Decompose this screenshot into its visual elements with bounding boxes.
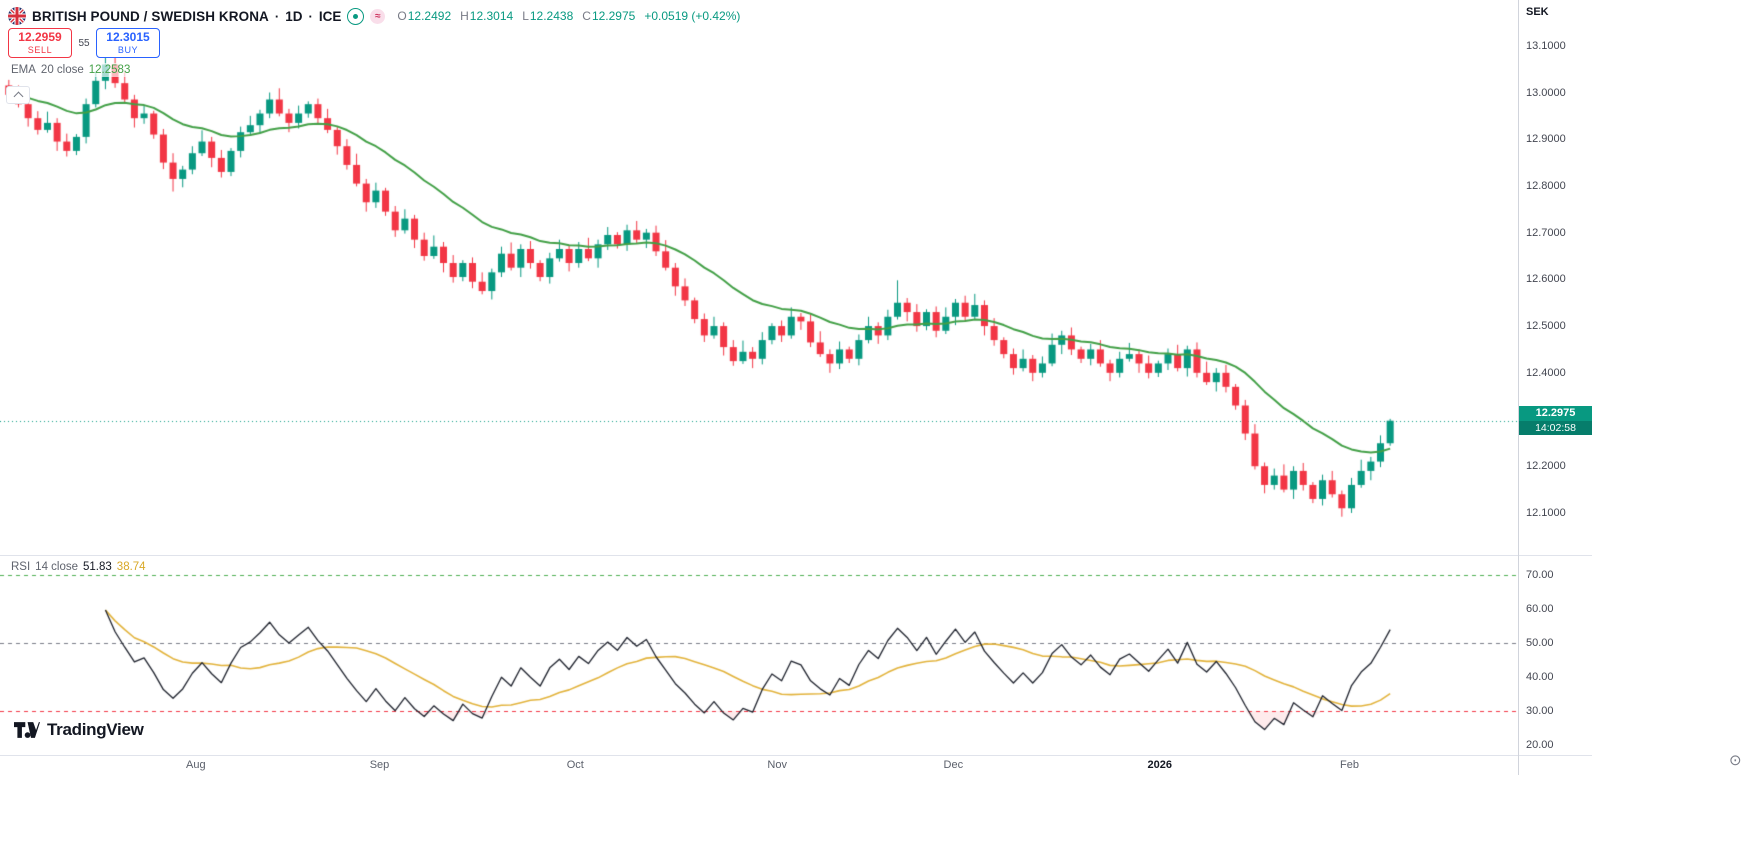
ema-name: EMA: [11, 64, 36, 76]
bar-countdown: 14:02:58: [1519, 420, 1592, 435]
time-axis[interactable]: Aug Sep Oct Nov Dec 2026 Feb: [0, 756, 1518, 776]
time-axis-label: Nov: [767, 759, 787, 771]
current-price-value: 12.2975: [1519, 405, 1592, 421]
price-tick-label: 12.2000: [1526, 460, 1566, 473]
tradingview-mark-icon: [14, 722, 40, 738]
title-separator: ·: [308, 8, 313, 24]
chevron-up-icon: [13, 91, 23, 102]
ohlc-values: O 12.2492 H 12.3014 L 12.2438 C 12.2975 +0.0…: [397, 9, 740, 23]
buy-button[interactable]: 12.3015 BUY: [96, 28, 160, 58]
interval-label[interactable]: 1D: [285, 8, 303, 24]
time-axis-settings-icon[interactable]: ⊙: [1729, 752, 1742, 769]
current-price-badge: 12.2975 14:02:58: [1519, 405, 1592, 435]
spread-value: 55: [78, 37, 90, 49]
title-separator: ·: [274, 8, 280, 24]
price-tick-label: 12.8000: [1526, 179, 1566, 192]
price-tick-label: 12.1000: [1526, 506, 1566, 519]
trade-buttons: 12.2959 SELL 55 12.3015 BUY: [8, 28, 160, 58]
open-label: O: [397, 9, 407, 23]
rsi-tick-label: 70.00: [1526, 569, 1554, 582]
tradingview-logo[interactable]: TradingView: [14, 720, 144, 740]
close-label: C: [582, 9, 591, 23]
price-tick-label: 12.5000: [1526, 320, 1566, 333]
time-axis-label: Oct: [566, 759, 584, 771]
sell-price: 12.2959: [18, 29, 62, 44]
price-tick-label: 12.6000: [1526, 273, 1566, 286]
quote-currency-label: SEK: [1526, 6, 1549, 18]
ema-indicator-label[interactable]: EMA 20 close 12.2583: [8, 63, 134, 77]
time-axis-label: Sep: [369, 759, 390, 771]
price-axis[interactable]: SEK 13.1000 13.0000 12.9000 12.8000 12.7000 1…: [1519, 0, 1592, 775]
open-value: 12.2492: [407, 9, 452, 23]
high-value: 12.3014: [469, 9, 514, 23]
ema-params: 20 close: [40, 64, 84, 76]
pane-separator[interactable]: [0, 555, 1592, 556]
pane-collapse-button[interactable]: [6, 86, 30, 104]
rsi-name: RSI: [11, 561, 31, 573]
rsi-ma-value: 38.74: [116, 561, 146, 573]
sell-label: SELL: [27, 44, 53, 55]
close-value: 12.2975: [591, 9, 636, 23]
price-tick-label: 13.1000: [1526, 39, 1566, 52]
exchange-label: ICE: [318, 8, 342, 24]
buy-price: 12.3015: [106, 29, 150, 44]
ema-value: 12.2583: [88, 64, 131, 76]
price-tick-label: 12.4000: [1526, 366, 1566, 379]
price-tick-label: 12.7000: [1526, 226, 1566, 239]
tradingview-wordmark: TradingView: [47, 720, 144, 739]
price-axis-border: [1518, 0, 1519, 775]
rsi-tick-label: 40.00: [1526, 671, 1554, 684]
rsi-tick-label: 50.00: [1526, 637, 1554, 650]
chart-plot-area[interactable]: [0, 0, 1518, 755]
price-tick-label: 12.9000: [1526, 133, 1566, 146]
rsi-tick-label: 60.00: [1526, 603, 1554, 616]
time-axis-label: Dec: [943, 759, 964, 771]
symbol-title[interactable]: BRITISH POUND / SWEDISH KRONA: [32, 8, 269, 24]
rsi-tick-label: 20.00: [1526, 739, 1554, 752]
sell-button[interactable]: 12.2959 SELL: [8, 28, 72, 58]
rsi-tick-label: 30.00: [1526, 705, 1554, 718]
symbol-header: BRITISH POUND / SWEDISH KRONA · 1D · ICE…: [8, 5, 740, 27]
rsi-indicator-label[interactable]: RSI 14 close 51.83 38.74: [8, 560, 149, 574]
low-value: 12.2438: [529, 9, 574, 23]
rsi-value: 51.83: [83, 561, 112, 573]
time-axis-label: Aug: [186, 759, 206, 771]
change-value: +0.0519 (+0.42%): [644, 9, 741, 23]
gb-flag-icon: [8, 7, 26, 25]
high-label: H: [460, 9, 469, 23]
delayed-data-icon[interactable]: ≈: [370, 8, 386, 24]
time-axis-label: Feb: [1340, 759, 1359, 771]
price-tick-label: 13.0000: [1526, 86, 1566, 99]
rsi-params: 14 close: [35, 561, 79, 573]
buy-label: BUY: [117, 44, 139, 55]
time-axis-separator: [0, 755, 1592, 756]
time-axis-label: 2026: [1147, 759, 1172, 771]
low-label: L: [522, 9, 529, 23]
market-status-icon[interactable]: [347, 7, 365, 25]
